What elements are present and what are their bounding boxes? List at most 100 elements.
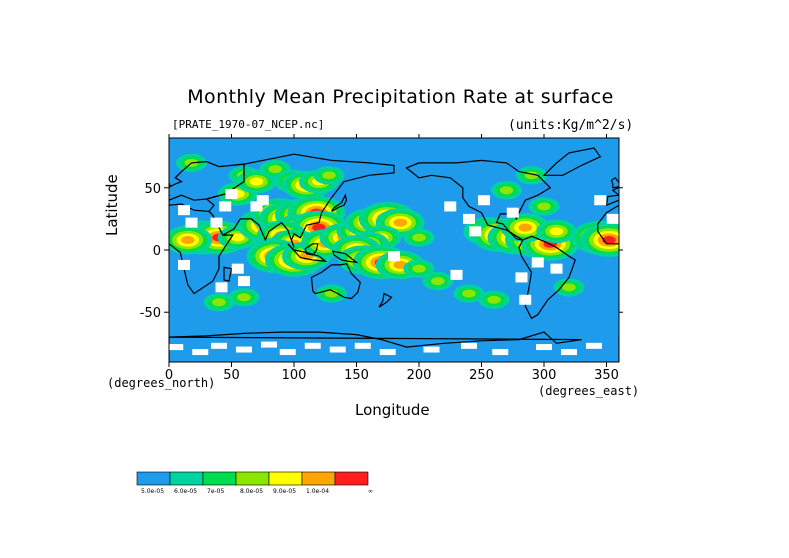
y-tick-label--50: -50 [140,306,161,321]
missing-cell-19 [519,294,532,305]
missing-cell-22 [388,251,400,262]
missing-cell-13 [469,226,482,237]
map-layer [168,137,789,363]
rain-cell-3-level-5 [180,236,195,245]
coastline-new-zealand [378,292,393,308]
axis-layer: 0 50 100 150 200 250 300 350 50 0 -50 [140,134,623,383]
x-tick-label-50: 50 [223,368,240,383]
missing-cell-2 [250,201,263,212]
coastline-britain [169,181,172,188]
rain-cell-41-level-3 [462,289,476,298]
missing-data [169,189,619,356]
rain-cell-8-level-3 [268,165,283,174]
antarctic-missing-7 [329,346,346,353]
antarctic-missing-6 [304,342,321,349]
antarctic-missing-11 [461,342,477,349]
coastline-south-america [518,235,577,320]
coastline-antarctica [169,331,582,362]
coastline-australia [310,263,361,300]
antarctic-missing-12 [492,349,509,356]
rain-cell-47-level-3 [499,186,514,195]
x-tick-label-0: 0 [165,368,173,383]
rain-cell-55-level-3 [537,202,551,211]
coastline-asia [657,154,789,247]
coastline-madagascar [674,267,682,281]
rain-cell-4-level-4 [230,233,245,242]
missing-cell-20 [594,195,607,206]
x-tick-label-100: 100 [282,368,307,383]
antarctic-missing-3 [236,346,252,353]
y-tick-label-50: 50 [144,182,161,197]
rain-cell-53-level-5 [518,223,533,232]
missing-cell-21 [606,213,619,224]
missing-cell-9 [238,276,250,287]
missing-cell-6 [178,205,190,216]
coastline-britain [610,176,619,189]
units-label: (units:Kg/m^2/s) [508,118,634,133]
missing-cell-17 [550,263,563,274]
antarctic-missing-9 [379,349,396,356]
missing-cell-3 [256,195,269,206]
x-tick-label-350: 350 [594,368,619,383]
coastline-japan [782,195,789,211]
missing-cell-4 [210,217,223,228]
coastline-borneo [304,243,319,256]
missing-cell-23 [450,269,463,280]
antarctic-missing-8 [354,342,371,349]
missing-cell-10 [215,282,228,293]
antarctic-missing-4 [261,341,277,348]
coastline-greenland [542,147,602,176]
coastline-europe [605,186,619,207]
antarctic-missing-0 [169,344,184,351]
missing-cell-1 [219,201,232,212]
missing-cell-12 [463,213,475,224]
x-tick-label-200: 200 [407,368,432,383]
coastline-antarctica [618,336,619,362]
missing-cell-0 [225,189,238,199]
coastline-new-guinea [783,251,789,262]
y-axis-label: Latitude [103,174,121,236]
coastline-north-america [405,159,552,241]
chart-title-text: Monthly Mean Precipitation Rate at surfa… [187,86,614,108]
dataset-label: [PRATE_1970-07_NCEP.nc] [172,118,325,131]
coastline-new-guinea [331,250,359,264]
rain-cell-7-level-4 [249,177,264,186]
antarctic-missing-2 [211,342,227,349]
rain-cell-39-level-3 [412,264,426,273]
x-axis-units: (degrees_east) [538,384,640,398]
coastline-madagascar [223,266,233,282]
x-tick-label-250: 250 [469,368,494,383]
coastline-australia [762,264,789,299]
missing-cell-15 [506,207,519,218]
rain-cell-12-level-3 [322,171,336,180]
rain-cell-54-level-4 [549,227,564,236]
chart-title: Monthly Mean Precipitation Rate at surfa… [0,86,789,108]
coastline-japan [331,193,348,212]
y-tick-label-0: 0 [153,244,161,259]
y-axis-units: (degrees_north) [107,376,216,390]
missing-cell-8 [231,263,244,274]
missing-cell-7 [178,259,190,270]
rain-cell-44-level-3 [212,298,226,307]
antarctic-missing-1 [192,349,209,356]
coastline-europe [169,160,245,201]
missing-cell-14 [478,195,490,206]
coastline-borneo [755,244,768,255]
coastline-indonesia [287,243,328,262]
rain-cell-40-level-3 [430,277,445,286]
x-axis-label: Longitude [355,401,430,419]
missing-cell-5 [185,217,198,228]
missing-cell-18 [515,272,528,283]
coastline-africa [169,203,234,295]
coastlines [169,147,789,362]
rain-cell-34-level-3 [412,233,426,242]
rain-cell-45-level-3 [237,293,251,302]
rain-cell-58-level-3 [562,283,576,292]
coastline-asia [205,153,395,248]
missing-cell-16 [531,257,544,268]
x-tick-label-150: 150 [344,368,369,383]
coastline-indonesia [738,244,776,261]
antarctic-missing-5 [279,349,296,356]
missing-cell-11 [444,201,457,212]
